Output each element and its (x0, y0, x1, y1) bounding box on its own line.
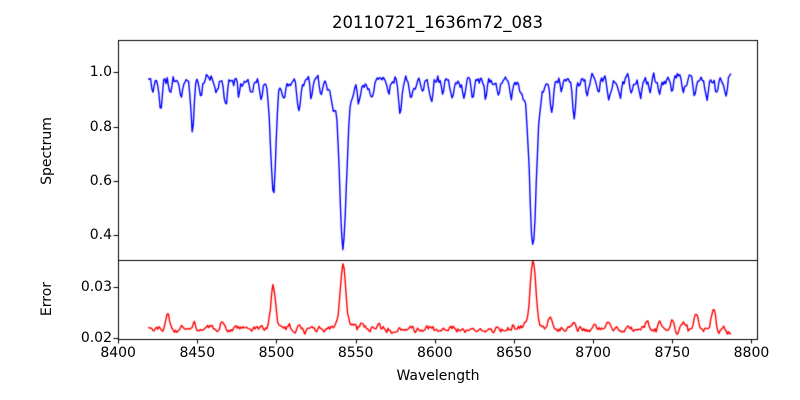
x-tick-label: 8450 (179, 345, 216, 361)
x-tick-label: 8550 (337, 345, 374, 361)
x-tick-label: 8400 (100, 345, 136, 361)
x-tick-label: 8750 (654, 345, 691, 361)
spectrum-y-tick-label: 1.0 (89, 64, 112, 81)
error-y-tick-label: 0.03 (80, 278, 112, 295)
error-y-tick-label: 0.02 (80, 330, 112, 347)
spectrum-y-tick-label: 0.4 (89, 227, 112, 244)
x-tick-label: 8500 (258, 345, 295, 361)
x-tick-label: 8650 (496, 345, 532, 361)
spectrum-y-tick-label: 0.6 (89, 172, 112, 189)
chart-title: 20110721_1636m72_083 (331, 13, 544, 32)
spectrum-y-tick-label: 0.8 (89, 118, 112, 135)
x-tick-label: 8600 (416, 345, 453, 361)
x-axis-label: Wavelength (396, 368, 480, 384)
x-tick-label: 8700 (575, 345, 611, 361)
x-tick-label: 8800 (733, 345, 770, 361)
